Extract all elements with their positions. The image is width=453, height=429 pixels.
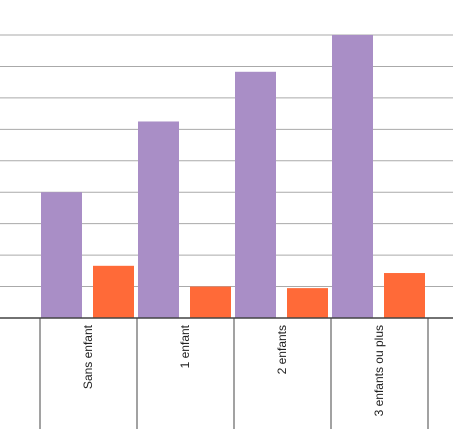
bar	[235, 71, 276, 318]
bar	[93, 265, 134, 318]
x-tick-label: 1 enfant	[178, 324, 192, 368]
x-tick-label: Sans enfant	[81, 324, 95, 389]
bar	[384, 273, 425, 318]
bar	[287, 288, 328, 318]
bar	[332, 35, 373, 318]
bar	[41, 192, 82, 318]
x-tick-label: 2 enfants	[275, 325, 289, 374]
x-tick-label: 3 enfants ou plus	[372, 325, 386, 416]
bar	[190, 286, 231, 318]
bar	[138, 121, 179, 318]
